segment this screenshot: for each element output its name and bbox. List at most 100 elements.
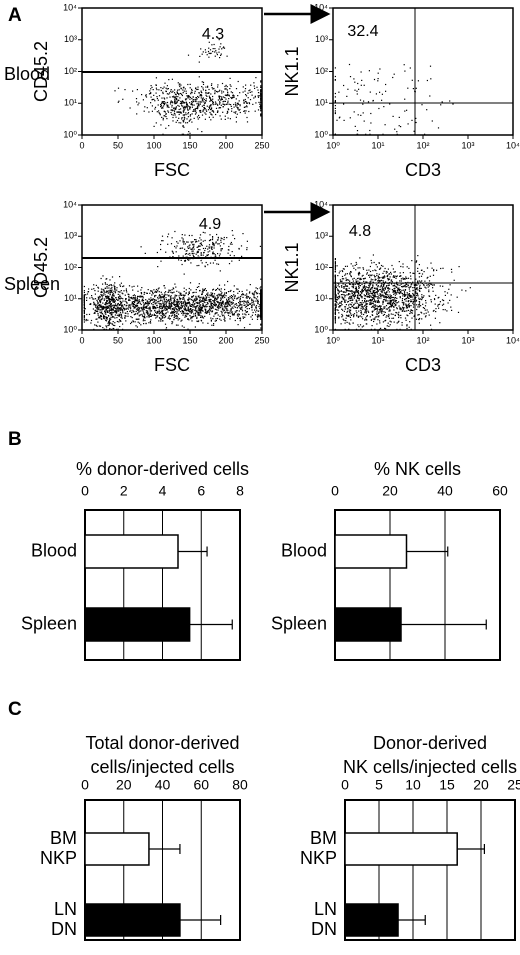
event-dot: [358, 287, 360, 289]
event-dot: [403, 303, 405, 305]
event-dot: [195, 306, 198, 308]
event-dot: [83, 300, 85, 302]
event-dot: [206, 299, 208, 301]
event-dot: [380, 280, 382, 282]
event-dot: [197, 246, 199, 248]
event-dot: [207, 292, 209, 294]
event-dot: [352, 314, 354, 316]
event-dot: [196, 310, 198, 312]
event-dot: [136, 113, 138, 115]
event-dot: [255, 307, 257, 309]
event-dot: [175, 317, 177, 319]
event-dot: [204, 309, 207, 311]
event-dot: [121, 315, 123, 317]
event-dot: [334, 313, 336, 315]
event-dot: [348, 293, 350, 295]
event-dot: [344, 300, 346, 303]
event-dot: [409, 321, 411, 323]
event-dot: [200, 311, 202, 313]
event-dot: [388, 287, 390, 289]
event-dot: [343, 119, 345, 121]
event-dot: [154, 296, 156, 298]
event-dot: [380, 267, 382, 269]
panel-label: C: [8, 699, 22, 720]
event-dot: [200, 254, 202, 256]
event-dot: [260, 95, 262, 97]
event-dot: [354, 287, 356, 290]
event-dot: [134, 295, 136, 297]
event-dot: [182, 87, 184, 89]
event-dot: [230, 85, 232, 87]
event-dot: [246, 106, 248, 108]
event-dot: [161, 106, 163, 108]
event-dot: [155, 87, 157, 89]
event-dot: [357, 283, 359, 285]
event-dot: [195, 297, 197, 299]
event-dot: [107, 315, 110, 317]
event-dot: [205, 100, 207, 102]
event-dot: [83, 294, 85, 296]
event-dot: [412, 302, 414, 305]
event-dot: [187, 109, 189, 111]
event-dot: [145, 306, 147, 308]
event-dot: [340, 323, 342, 325]
event-dot: [347, 294, 349, 296]
event-dot: [159, 297, 161, 299]
event-dot: [156, 311, 158, 313]
event-dot: [377, 297, 379, 299]
event-dot: [362, 325, 365, 327]
event-dot: [249, 323, 251, 325]
event-dot: [83, 304, 85, 306]
event-dot: [404, 285, 406, 287]
event-dot: [215, 113, 217, 116]
event-dot: [368, 283, 371, 285]
event-dot: [422, 296, 424, 298]
event-dot: [400, 292, 402, 294]
y-axis-label: CD45.2: [31, 237, 51, 298]
event-dot: [182, 89, 184, 91]
event-dot: [393, 290, 395, 292]
event-dot: [124, 300, 126, 302]
event-dot: [239, 297, 241, 299]
event-dot: [208, 300, 210, 302]
event-dot: [137, 104, 139, 106]
event-dot: [247, 92, 249, 94]
event-dot: [250, 316, 252, 318]
event-dot: [230, 301, 232, 303]
event-dot: [220, 304, 222, 306]
event-dot: [102, 298, 104, 300]
event-dot: [245, 95, 248, 97]
event-dot: [148, 111, 150, 113]
event-dot: [134, 321, 136, 323]
event-dot: [335, 304, 337, 306]
event-dot: [352, 287, 354, 289]
event-dot: [372, 285, 374, 287]
event-dot: [178, 84, 180, 86]
event-dot: [377, 285, 379, 287]
event-dot: [209, 108, 212, 111]
event-dot: [345, 304, 347, 306]
event-dot: [187, 310, 190, 312]
event-dot: [132, 289, 134, 291]
event-dot: [244, 110, 246, 112]
event-dot: [214, 89, 216, 91]
event-dot: [465, 290, 467, 292]
event-dot: [408, 300, 410, 302]
event-dot: [334, 309, 336, 311]
event-dot: [161, 307, 163, 309]
event-dot: [120, 320, 122, 322]
event-dot: [187, 105, 189, 107]
event-dot: [210, 317, 212, 319]
event-dot: [206, 245, 208, 247]
event-dot: [156, 302, 158, 304]
event-dot: [350, 295, 352, 297]
event-dot: [230, 289, 232, 292]
event-dot: [221, 82, 224, 85]
event-dot: [239, 318, 242, 320]
event-dot: [232, 299, 234, 301]
event-dot: [390, 273, 392, 275]
event-dot: [192, 101, 195, 103]
event-dot: [189, 302, 191, 305]
event-dot: [97, 314, 99, 316]
event-dot: [203, 106, 205, 109]
